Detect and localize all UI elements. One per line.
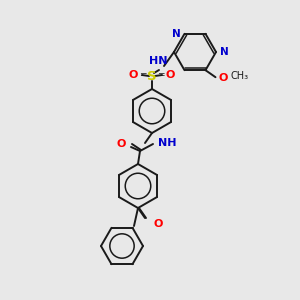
Text: =: = (157, 70, 164, 79)
Text: CH₃: CH₃ (230, 71, 249, 81)
Text: =: = (140, 70, 147, 79)
Text: N: N (172, 29, 181, 39)
Text: O: O (117, 139, 126, 149)
Text: S: S (147, 70, 157, 83)
Text: HN: HN (149, 56, 167, 66)
Text: O: O (153, 219, 162, 229)
Text: N: N (220, 47, 229, 57)
Text: O: O (218, 73, 228, 83)
Text: NH: NH (158, 138, 176, 148)
Text: O: O (129, 70, 138, 80)
Text: O: O (166, 70, 175, 80)
